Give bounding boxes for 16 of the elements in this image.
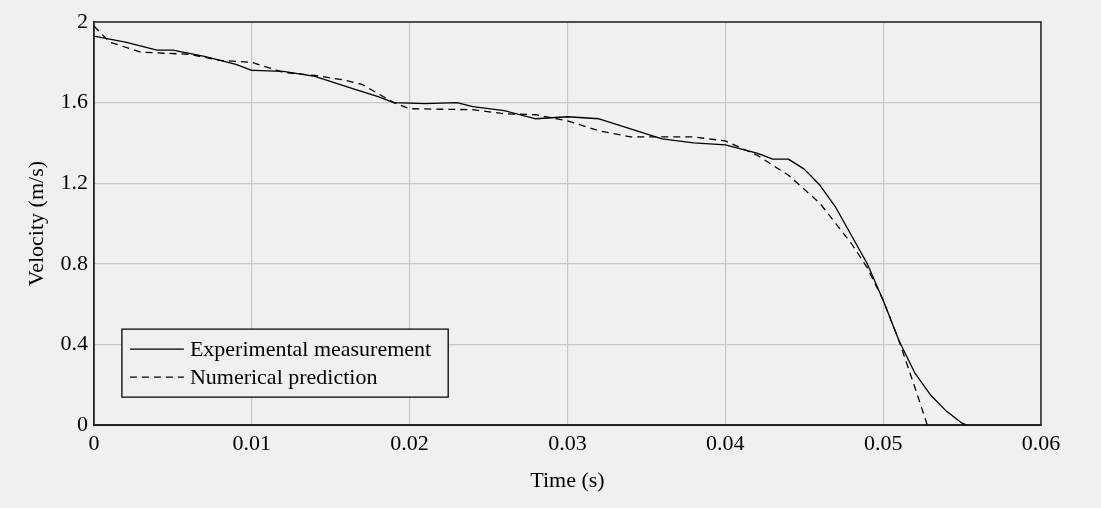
x-tick-label: 0.05 (863, 430, 903, 456)
x-tick-label: 0.02 (390, 430, 429, 456)
x-tick-label: 0.06 (1021, 430, 1061, 456)
y-tick-label: 1.2 (60, 169, 88, 195)
y-axis-title: Velocity (m/s) (22, 160, 48, 287)
y-tick-label: 0.8 (60, 249, 88, 275)
x-tick-label: 0.01 (232, 430, 271, 456)
y-tick-label: 0 (76, 410, 88, 436)
legend-label: Numerical prediction (189, 363, 378, 389)
legend-label: Experimental measurement (189, 335, 432, 361)
x-tick-label: 0.04 (706, 430, 745, 456)
y-tick-label: 0.4 (60, 330, 88, 356)
x-tick-label: 0.03 (548, 430, 587, 456)
y-tick-label: 1.6 (60, 88, 88, 114)
y-tick-label: 2 (76, 7, 88, 33)
x-axis-title: Time (s) (530, 466, 605, 492)
